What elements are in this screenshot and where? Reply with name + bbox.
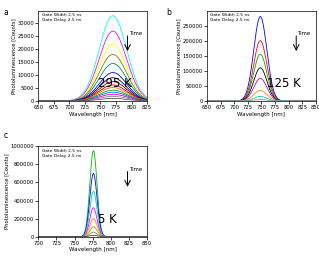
Text: Gate Width 2.5 ns
Gate Delay 2.5 ns: Gate Width 2.5 ns Gate Delay 2.5 ns [210,13,250,22]
Text: Gate Width 2.5 ns
Gate Delay 2.5 ns: Gate Width 2.5 ns Gate Delay 2.5 ns [41,13,81,22]
Text: Time: Time [298,31,312,36]
X-axis label: Wavelength [nm]: Wavelength [nm] [69,247,117,252]
Text: c: c [3,132,7,140]
Text: Time: Time [130,31,143,36]
Text: b: b [166,8,171,17]
Text: 5 K: 5 K [98,213,117,226]
Text: a: a [3,8,8,17]
Text: Time: Time [130,167,143,172]
X-axis label: Wavelength [nm]: Wavelength [nm] [69,112,117,117]
Y-axis label: Photoluminescence [Counts]: Photoluminescence [Counts] [176,18,181,94]
Text: 125 K: 125 K [267,77,300,90]
Text: 295 K: 295 K [98,77,132,90]
Y-axis label: Photoluminescence [Counts]: Photoluminescence [Counts] [11,18,16,94]
Text: Gate Width 2.5 ns
Gate Delay 2.5 ns: Gate Width 2.5 ns Gate Delay 2.5 ns [41,149,81,158]
X-axis label: Wavelength [nm]: Wavelength [nm] [237,112,285,117]
Y-axis label: Photoluminescence [Counts]: Photoluminescence [Counts] [4,154,9,229]
